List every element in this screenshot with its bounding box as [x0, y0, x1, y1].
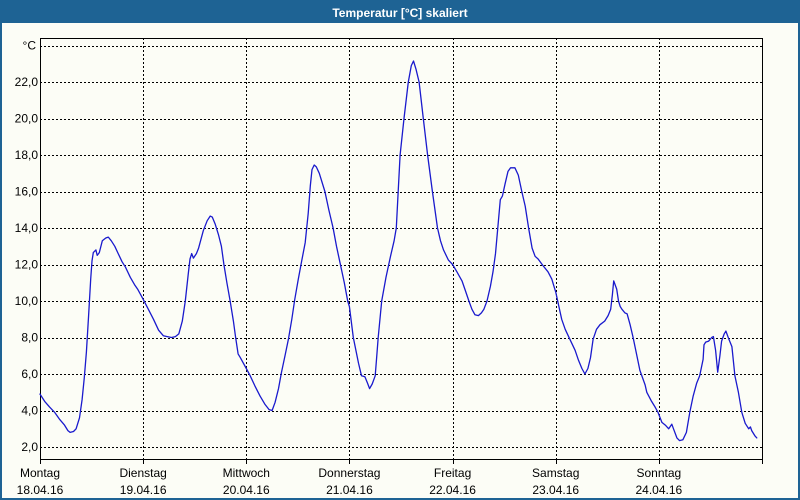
date-label: 19.04.16: [120, 483, 167, 497]
date-label: 18.04.16: [17, 483, 64, 497]
date-label: 20.04.16: [223, 483, 270, 497]
y-axis-label: 16,0: [15, 185, 39, 199]
date-label: 22.04.16: [429, 483, 476, 497]
temperature-series-line: [39, 60, 758, 442]
y-axis-label: 22,0: [15, 75, 39, 89]
day-label: Samstag: [532, 466, 579, 480]
plot-border: [40, 38, 763, 460]
y-axis-label: 8,0: [21, 331, 38, 345]
y-axis-label: 12,0: [15, 258, 39, 272]
day-label: Mittwoch: [223, 466, 270, 480]
day-label: Donnerstag: [318, 466, 380, 480]
y-axis-label: 6,0: [21, 367, 38, 381]
chart-region: °C 22,0 20,0 18,0 16,0 14,0 12,0 10,0 8,0 6,0 4,0 2…: [2, 23, 798, 498]
temperature-chart: °C 22,0 20,0 18,0 16,0 14,0 12,0 10,0 8,0 6,0 4,0 2…: [15, 38, 763, 497]
date-label: 23.04.16: [532, 483, 579, 497]
y-axis-label: 14,0: [15, 221, 39, 235]
day-label: Freitag: [434, 466, 471, 480]
y-axis-unit-label: °C: [23, 39, 37, 53]
day-label: Sonntag: [636, 466, 681, 480]
day-label: Montag: [20, 466, 60, 480]
y-axis-label: 2,0: [21, 440, 38, 454]
date-label: 24.04.16: [635, 483, 682, 497]
title-bar: Temperatur [°C] skaliert: [2, 2, 798, 23]
window-title: Temperatur [°C] skaliert: [332, 5, 468, 20]
y-axis-label: 18,0: [15, 148, 39, 162]
y-axis-label: 4,0: [21, 404, 38, 418]
y-axis-label: 20,0: [15, 112, 39, 126]
y-axis-label: 10,0: [15, 294, 39, 308]
date-label: 21.04.16: [326, 483, 373, 497]
day-label: Dienstag: [119, 466, 166, 480]
